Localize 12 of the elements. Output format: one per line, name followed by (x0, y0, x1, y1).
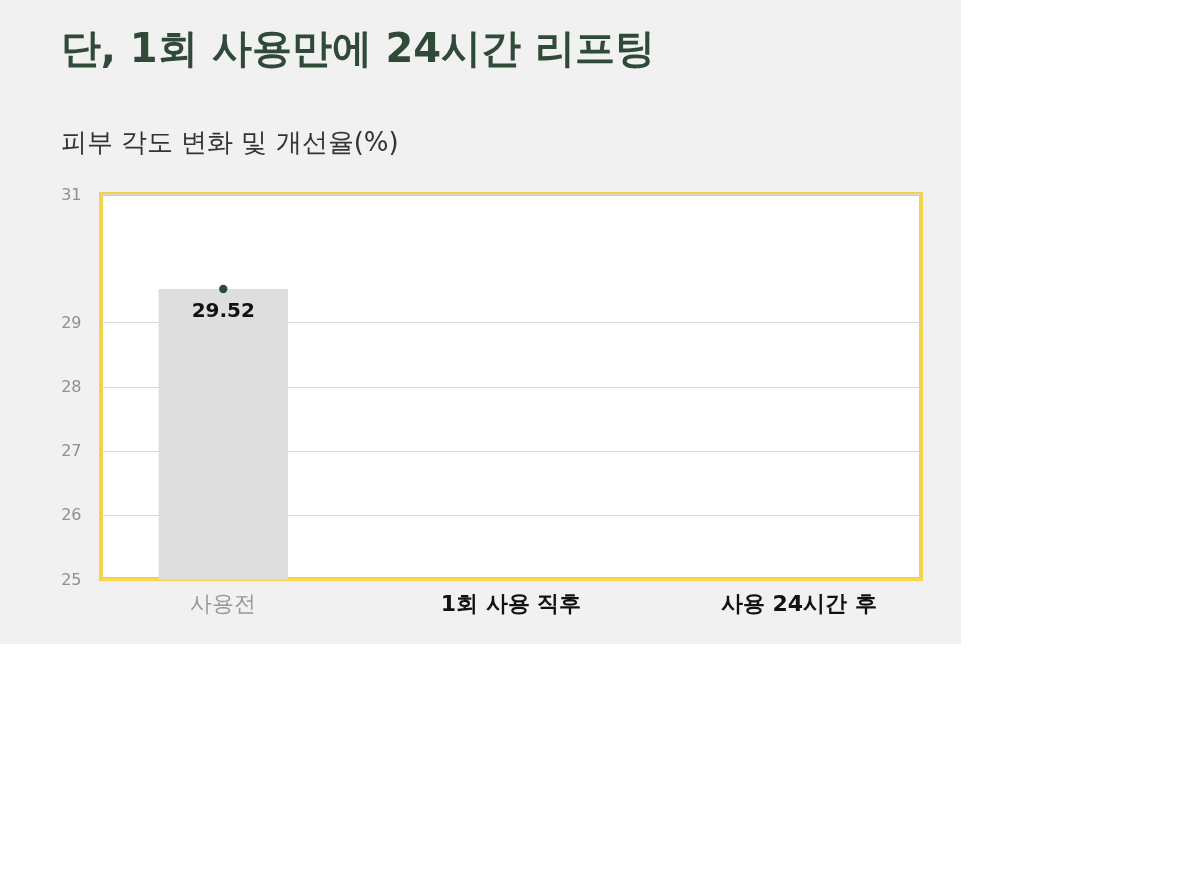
x-tick-label: 1회 사용 직후 (440, 590, 582, 616)
chart-subtitle: 피부 각도 변화 및 개선율(%) (60, 127, 399, 157)
y-tick-label: 26 (61, 505, 82, 525)
y-tick-label: 28 (61, 377, 82, 396)
chart-title: 단, 1회 사용만에 24시간 리프팅 (60, 25, 656, 71)
x-tick-label: 사용전 (190, 590, 257, 616)
y-tick-label: 27 (61, 441, 82, 461)
y-tick-label: 25 (61, 569, 82, 589)
data-label: 29.52 (191, 297, 255, 322)
x-tick-label: 사용 24시간 후 (720, 590, 877, 616)
y-tick-label: 31 (61, 184, 82, 204)
y-tick-label: 29 (61, 312, 82, 332)
